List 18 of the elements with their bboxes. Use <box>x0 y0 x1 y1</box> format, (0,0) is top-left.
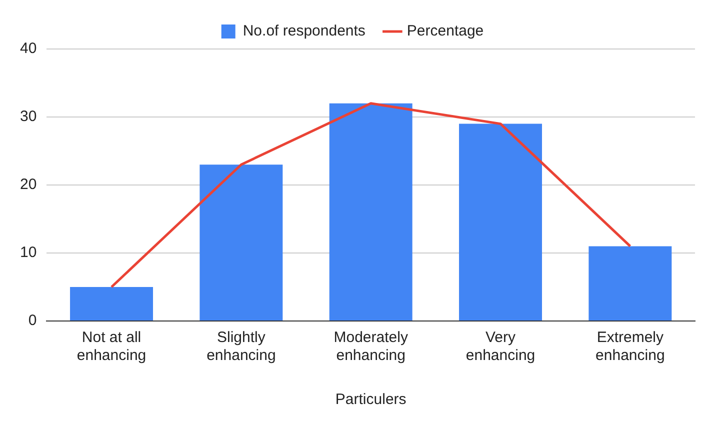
x-tick-label: Moderately enhancing <box>334 329 408 364</box>
legend-label: No.of respondents <box>242 22 366 40</box>
x-tick-label: Very enhancing <box>466 329 536 364</box>
y-tick-label: 30 <box>20 108 37 126</box>
x-tick-label: Not at all enhancing <box>76 329 146 364</box>
x-axis-title: Particulers <box>335 391 406 408</box>
y-tick-label: 10 <box>20 244 37 262</box>
y-tick-label: 20 <box>20 176 37 194</box>
y-tick-label: 40 <box>20 40 37 58</box>
bar <box>329 103 412 320</box>
y-tick-label: 0 <box>28 312 37 330</box>
bar <box>588 246 672 320</box>
x-tick-label: Extremely enhancing <box>596 329 665 364</box>
bar <box>70 287 154 320</box>
x-tick-label: Slightly enhancing <box>206 329 276 364</box>
bar <box>200 164 283 320</box>
bar <box>459 124 542 320</box>
legend-label: Percentage <box>406 22 484 40</box>
